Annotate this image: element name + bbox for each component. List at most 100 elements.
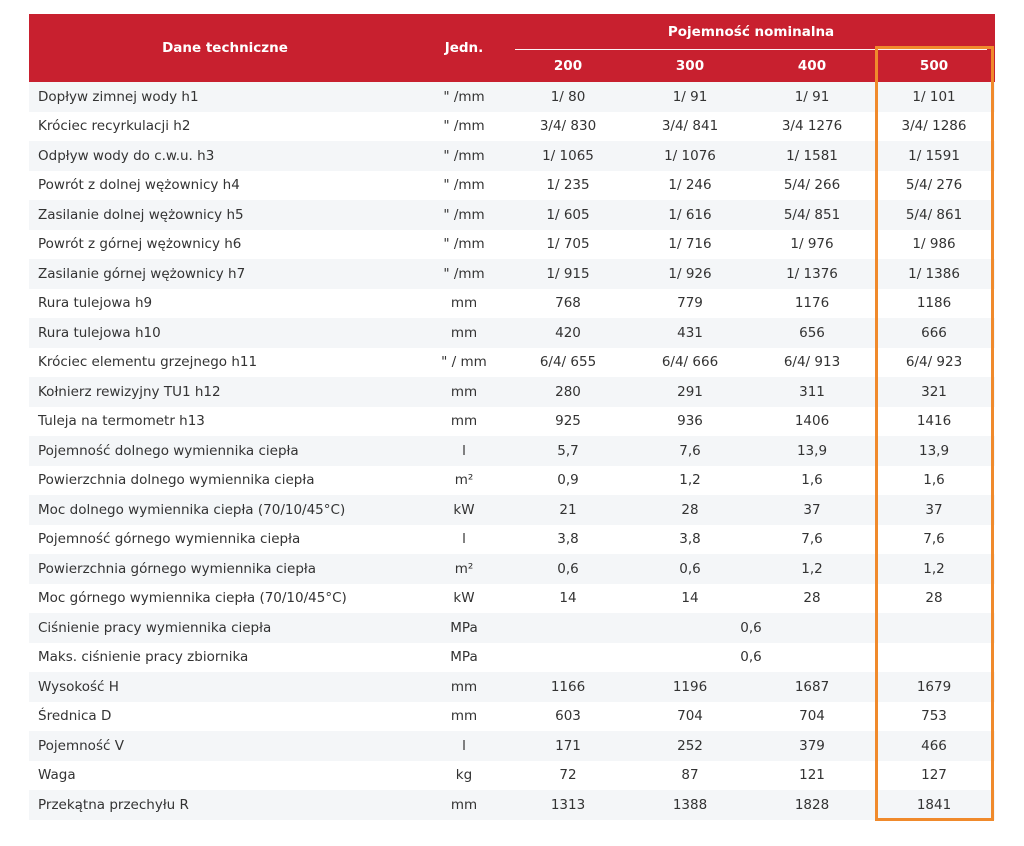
value-cell-500: 28 <box>873 583 996 613</box>
value-cell-300: 936 <box>629 406 751 436</box>
value-cell-500: 37 <box>873 495 996 525</box>
value-cell-500: 3/4/ 1286 <box>873 111 996 141</box>
value-cell-500: 13,9 <box>873 436 996 466</box>
row-label: Zasilanie dolnej wężownicy h5 <box>29 200 421 230</box>
row-unit: m² <box>421 554 507 584</box>
value-cell-200: 1/ 915 <box>507 259 629 289</box>
table-row: Tuleja na termometr h13 mm 925 936 1406 1416 <box>29 406 996 436</box>
row-label: Tuleja na termometr h13 <box>29 406 421 436</box>
value-cell-200: 0,9 <box>507 465 629 495</box>
value-cell-500: 666 <box>873 318 996 348</box>
row-merged-value: 0,6 <box>507 613 996 643</box>
value-cell-400: 1,2 <box>751 554 873 584</box>
row-label: Rura tulejowa h10 <box>29 318 421 348</box>
value-cell-200: 1/ 1065 <box>507 141 629 171</box>
value-cell-400: 121 <box>751 760 873 790</box>
row-unit: mm <box>421 701 507 731</box>
value-cell-200: 5,7 <box>507 436 629 466</box>
value-cell-300: 1/ 91 <box>629 82 751 112</box>
value-cell-300: 704 <box>629 701 751 731</box>
row-unit: " /mm <box>421 229 507 259</box>
row-unit: mm <box>421 672 507 702</box>
table-row: Dopływ zimnej wody h1 " /mm 1/ 80 1/ 91 1/ 9… <box>29 82 996 112</box>
value-cell-500: 1/ 101 <box>873 82 996 112</box>
value-cell-300: 1/ 716 <box>629 229 751 259</box>
value-cell-200: 0,6 <box>507 554 629 584</box>
value-cell-400: 311 <box>751 377 873 407</box>
row-unit: mm <box>421 318 507 348</box>
table-row: Pojemność dolnego wymiennika ciepła l 5,7 7… <box>29 436 996 466</box>
value-cell-300: 6/4/ 666 <box>629 347 751 377</box>
value-cell-300: 1/ 246 <box>629 170 751 200</box>
row-label: Powrót z górnej wężownicy h6 <box>29 229 421 259</box>
value-cell-200: 1/ 235 <box>507 170 629 200</box>
value-cell-300: 3/4/ 841 <box>629 111 751 141</box>
value-cell-400: 5/4/ 851 <box>751 200 873 230</box>
header-capacity-500: 500 <box>873 50 996 82</box>
row-unit: " /mm <box>421 200 507 230</box>
header-capacity-300: 300 <box>629 50 751 82</box>
table-row: Pojemność górnego wymiennika ciepła l 3,8 3… <box>29 524 996 554</box>
table-row: Powierzchnia dolnego wymiennika ciepła m²… <box>29 465 996 495</box>
value-cell-300: 1196 <box>629 672 751 702</box>
row-unit: MPa <box>421 642 507 672</box>
value-cell-500: 5/4/ 861 <box>873 200 996 230</box>
table-row: Rura tulejowa h9 mm 768 779 1176 1186 <box>29 288 996 318</box>
value-cell-500: 321 <box>873 377 996 407</box>
row-label: Króciec elementu grzejnego h11 <box>29 347 421 377</box>
row-unit: mm <box>421 377 507 407</box>
value-cell-300: 779 <box>629 288 751 318</box>
header-technical-data: Dane techniczne <box>29 14 421 82</box>
value-cell-200: 1166 <box>507 672 629 702</box>
row-unit: l <box>421 731 507 761</box>
value-cell-400: 1406 <box>751 406 873 436</box>
value-cell-400: 37 <box>751 495 873 525</box>
value-cell-400: 1176 <box>751 288 873 318</box>
row-label: Ciśnienie pracy wymiennika ciepła <box>29 613 421 643</box>
row-label: Króciec recyrkulacji h2 <box>29 111 421 141</box>
table-row: Powierzchnia górnego wymiennika ciepła m²… <box>29 554 996 584</box>
row-label: Odpływ wody do c.w.u. h3 <box>29 141 421 171</box>
value-cell-200: 1/ 605 <box>507 200 629 230</box>
row-label: Zasilanie górnej wężownicy h7 <box>29 259 421 289</box>
value-cell-400: 656 <box>751 318 873 348</box>
table-row: Waga kg 72 87 121 127 <box>29 760 996 790</box>
row-unit: " / mm <box>421 347 507 377</box>
value-cell-300: 1/ 1076 <box>629 141 751 171</box>
value-cell-300: 252 <box>629 731 751 761</box>
value-cell-400: 6/4/ 913 <box>751 347 873 377</box>
value-cell-400: 704 <box>751 701 873 731</box>
table-row: Kołnierz rewizyjny TU1 h12 mm 280 291 311 321 <box>29 377 996 407</box>
value-cell-200: 14 <box>507 583 629 613</box>
value-cell-300: 0,6 <box>629 554 751 584</box>
value-cell-400: 13,9 <box>751 436 873 466</box>
value-cell-400: 5/4/ 266 <box>751 170 873 200</box>
value-cell-500: 1/ 986 <box>873 229 996 259</box>
row-unit: kW <box>421 583 507 613</box>
row-unit: mm <box>421 790 507 820</box>
value-cell-200: 280 <box>507 377 629 407</box>
value-cell-500: 7,6 <box>873 524 996 554</box>
table-row: Maks. ciśnienie pracy zbiornika MPa 0,6 <box>29 642 996 672</box>
value-cell-500: 1841 <box>873 790 996 820</box>
row-label: Pojemność V <box>29 731 421 761</box>
value-cell-200: 3/4/ 830 <box>507 111 629 141</box>
header-unit: Jedn. <box>421 14 507 82</box>
value-cell-400: 3/4 1276 <box>751 111 873 141</box>
value-cell-400: 1/ 1581 <box>751 141 873 171</box>
value-cell-500: 1,2 <box>873 554 996 584</box>
row-unit: m² <box>421 465 507 495</box>
row-label: Wysokość H <box>29 672 421 702</box>
technical-data-table: Dane techniczne Jedn. Pojemność nominaln… <box>29 14 996 820</box>
value-cell-500: 1416 <box>873 406 996 436</box>
value-cell-500: 6/4/ 923 <box>873 347 996 377</box>
row-label: Moc dolnego wymiennika ciepła (70/10/45°… <box>29 495 421 525</box>
value-cell-400: 1/ 976 <box>751 229 873 259</box>
row-unit: l <box>421 436 507 466</box>
technical-data-table-wrapper: Dane techniczne Jedn. Pojemność nominaln… <box>29 14 996 820</box>
value-cell-200: 420 <box>507 318 629 348</box>
table-row: Rura tulejowa h10 mm 420 431 656 666 <box>29 318 996 348</box>
